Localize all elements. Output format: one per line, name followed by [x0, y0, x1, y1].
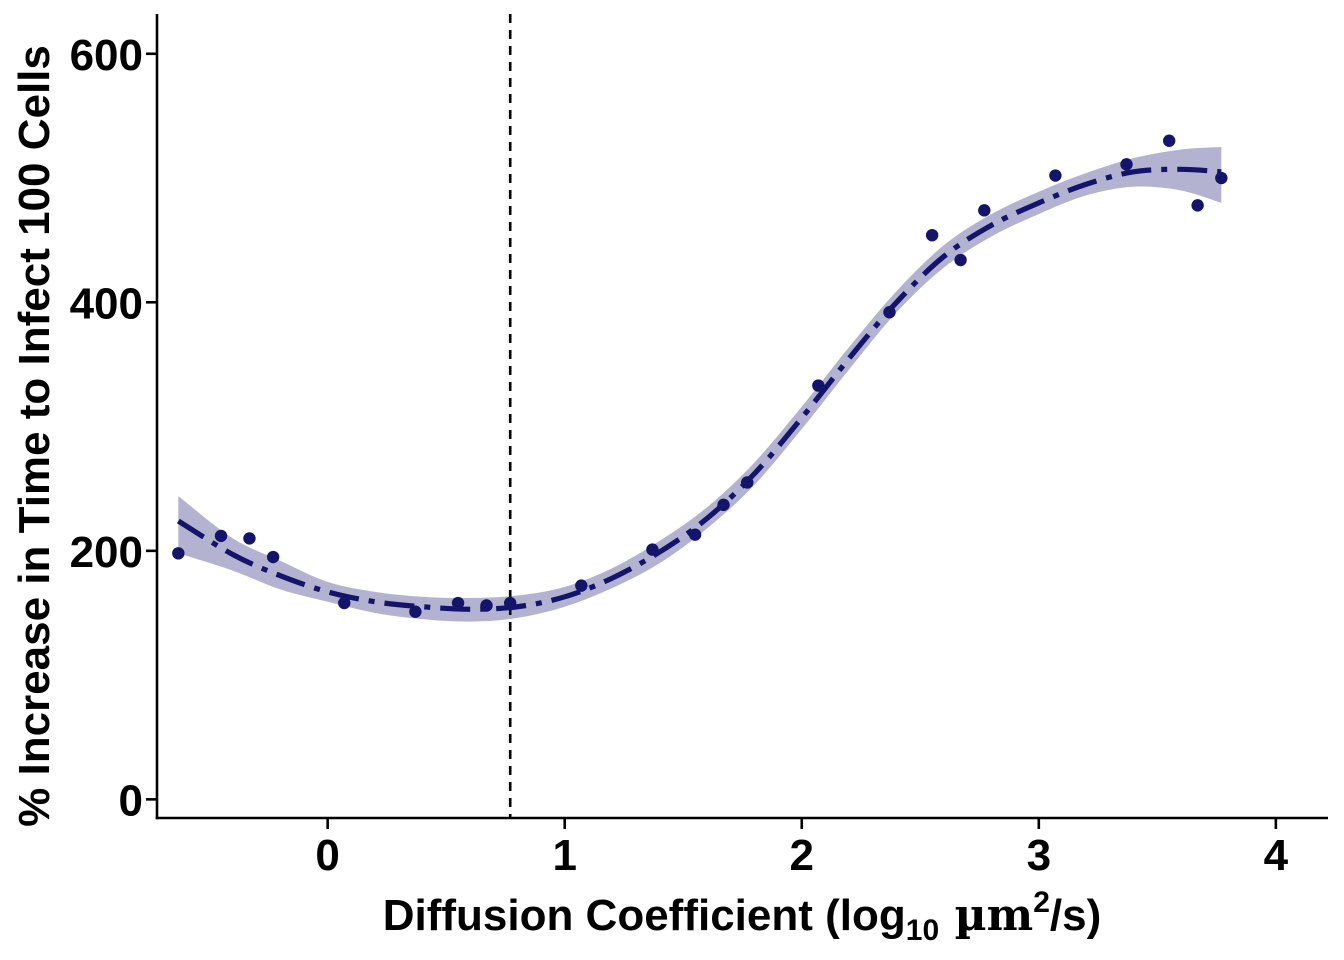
data-point: [214, 529, 228, 543]
x-tick-label: 4: [1264, 831, 1289, 880]
x-ticks: 0 1 2 3 4: [315, 818, 1289, 880]
data-point: [338, 596, 351, 610]
fit-line-layer: [176, 166, 1222, 612]
y-axis-title: % Increase in Time to Infect 100 Cells: [10, 45, 59, 827]
axes-layer: [155, 14, 1328, 820]
data-point: [646, 543, 659, 556]
fit-line: [176, 166, 1222, 612]
x-axis-title: Diffusion Coefficient (log10 µm2/s): [383, 886, 1102, 947]
data-point: [954, 253, 967, 267]
x-axis-title-unit: µm: [939, 890, 1033, 941]
confidence-ribbon: [178, 146, 1222, 622]
x-tick-label: 0: [315, 831, 339, 880]
data-point: [243, 532, 256, 545]
data-point: [741, 476, 754, 489]
data-point: [1191, 199, 1204, 212]
x-axis-title-main: Diffusion Coefficient (log: [383, 891, 906, 940]
x-tick-label: 1: [552, 831, 576, 880]
data-point: [480, 599, 493, 612]
x-axis-title-subscript: 10: [906, 914, 939, 947]
data-point: [503, 596, 517, 610]
data-point: [1049, 169, 1062, 182]
y-tick-label: 200: [70, 528, 143, 577]
y-tick-label: 0: [119, 776, 143, 825]
data-point: [688, 528, 702, 541]
confidence-ribbon-layer: [178, 146, 1222, 622]
y-ticks: 0 200 400 600: [70, 31, 157, 825]
y-tick-label: 600: [70, 31, 143, 80]
data-point: [883, 306, 896, 319]
data-point: [925, 228, 939, 242]
data-point: [812, 379, 825, 392]
data-point: [1215, 171, 1228, 185]
data-point: [717, 498, 730, 512]
x-tick-label: 3: [1027, 831, 1051, 880]
y-tick-label: 400: [70, 279, 143, 328]
x-axis-title-tail: /s): [1050, 891, 1101, 940]
data-point: [266, 550, 280, 564]
data-point: [1162, 134, 1176, 147]
data-point: [978, 204, 991, 217]
x-tick-label: 2: [790, 831, 814, 880]
data-point: [172, 547, 185, 560]
data-point: [451, 596, 465, 610]
x-axis-title-superscript: 2: [1033, 886, 1050, 919]
data-points-layer: [172, 134, 1228, 618]
data-point: [575, 579, 588, 592]
data-point: [409, 605, 422, 618]
data-point: [1120, 158, 1133, 171]
